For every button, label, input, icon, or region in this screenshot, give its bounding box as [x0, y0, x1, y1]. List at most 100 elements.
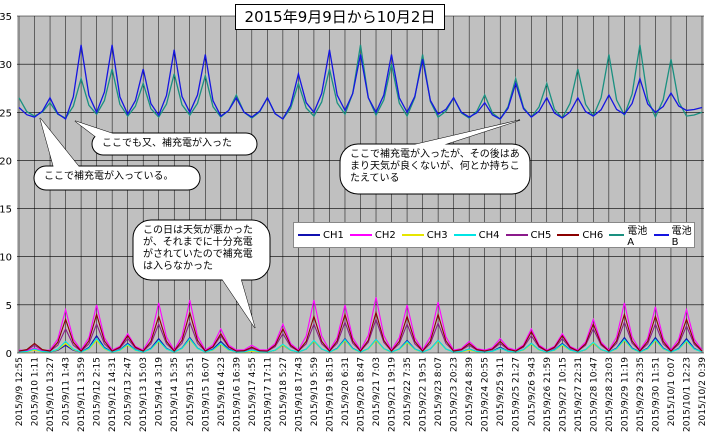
legend-label: 電池 A [627, 226, 648, 248]
x-tick-label: 2015/9/13 2:47 [124, 357, 134, 426]
y-tick-label: 0 [6, 349, 12, 360]
series-lines [18, 44, 703, 353]
y-tick-label: 30 [0, 60, 12, 71]
series-line-8 [18, 44, 703, 121]
legend-swatch [349, 234, 372, 236]
x-tick-label: 2015/9/24 8:39 [465, 357, 475, 426]
grid-lines [17, 15, 704, 354]
x-tick-label: 2015/9/9 12:55 [15, 357, 25, 426]
y-tick-label: 10 [0, 253, 12, 264]
x-tick-label: 2015/9/27 22:31 [574, 357, 584, 432]
legend-swatch [557, 234, 580, 236]
x-tick-label: 2015/9/15 16:07 [201, 357, 211, 432]
x-tick-label: 2015/9/14 15:35 [170, 357, 180, 432]
x-tick-label: 2015/9/11 1:43 [62, 357, 72, 426]
legend-swatch [298, 234, 320, 236]
annotation-bubble-1-tail-fill [75, 121, 120, 140]
x-tick-label: 2015/9/24 20:55 [481, 357, 491, 432]
annotation-bubble-4-text: は入らなかった [143, 260, 213, 272]
annotation-bubble-3-tail-fill [400, 120, 520, 148]
legend-label: CH1 [323, 229, 344, 241]
x-tick-label: 2015/9/12 14:31 [108, 357, 118, 432]
x-tick-label: 2015/9/30 11:51 [651, 357, 661, 432]
annotation-bubble-2-tail-fill [40, 118, 80, 172]
y-tick-label: 5 [6, 301, 12, 312]
x-tick-label: 2015/9/23 20:23 [450, 357, 460, 432]
x-tick-label: 2015/9/26 21:59 [543, 357, 553, 432]
annotation-bubble-1-text: ここでも又、補充電が入った [102, 136, 232, 149]
x-tick-label: 2015/10/1 0:07 [667, 357, 677, 426]
annotation-bubble-4-text: がされていたので補充電 [143, 247, 253, 260]
legend-item-4: CH4 [453, 229, 500, 241]
series-line-6 [18, 310, 703, 353]
annotation-bubble-4-tail-fill [220, 276, 255, 328]
legend-label: 電池 B [671, 226, 692, 248]
x-tick-label: 2015/9/21 7:03 [372, 357, 382, 426]
annotation-bubble-4-text: が、それまでに十分充電 [143, 235, 253, 248]
x-tick-label: 2015/10/1 12:23 [682, 357, 692, 432]
x-tick-label: 2015/9/17 4:55 [248, 357, 258, 426]
y-tick-label: 20 [0, 156, 12, 167]
x-tick-label: 2015/9/20 18:47 [357, 357, 367, 432]
y-tick-label: 35 [0, 12, 12, 23]
x-tick-label: 2015/9/26 9:43 [527, 357, 537, 426]
x-tick-label: 2015/9/13 15:03 [139, 357, 149, 432]
annotation-bubble-2-text: ここで補充電が入っている。 [44, 169, 174, 182]
annotation-bubble-3-text: まり天気が良くないが、何とか持ちこ [350, 159, 520, 172]
x-tick-label: 2015/9/10 13:27 [46, 357, 56, 432]
annotation-bubble-4-box [132, 219, 271, 281]
annotation-bubble-4-text: この日は天気が悪かった [143, 223, 253, 236]
annotation-bubble-2-box [33, 165, 201, 191]
legend-item-2: CH2 [349, 229, 396, 241]
annotation-bubble-3-text: ここで補充電が入ったが、その後はあ [350, 147, 520, 160]
legend-label: CH6 [582, 229, 604, 241]
x-tick-label: 2015/9/18 17:43 [294, 357, 304, 432]
x-tick-label: 2015/9/18 5:27 [279, 357, 289, 426]
x-tick-label: 2015/9/29 11:19 [620, 357, 630, 432]
x-tick-label: 2015/9/23 8:07 [434, 357, 444, 426]
x-tick-label: 2015/9/28 23:03 [605, 357, 615, 432]
legend-swatch [453, 234, 476, 236]
x-tick-label: 2015/9/28 10:47 [589, 357, 599, 432]
legend-swatch [653, 234, 669, 236]
y-axis-ticks: 0 5 10 15 20 25 30 35 [0, 12, 12, 360]
chart-title: 2015年9月9日から10月2日 [235, 4, 445, 30]
legend-label: CH3 [426, 229, 448, 241]
y-tick-label: 15 [0, 205, 12, 216]
x-tick-label: 2015/9/12 2:15 [93, 357, 103, 426]
x-tick-label: 2015/9/11 13:59 [77, 357, 87, 432]
series-line-2 [18, 297, 703, 352]
legend-item-7: 電池 A [609, 222, 647, 248]
legend-swatch [609, 234, 625, 236]
x-tick-label: 2015/9/10 1:11 [31, 357, 41, 426]
x-tick-label: 2015/9/16 16:39 [232, 357, 242, 432]
x-tick-label: 2015/9/25 21:27 [512, 357, 522, 432]
x-tick-label: 2015/9/27 10:15 [558, 357, 568, 432]
x-tick-label: 2015/9/22 19:51 [419, 357, 429, 432]
legend-label: CH2 [374, 229, 396, 241]
legend-item-6: CH6 [557, 230, 603, 241]
x-tick-label: 2015/9/19 5:59 [310, 357, 320, 426]
legend-label: CH5 [530, 229, 552, 241]
x-tick-label: 2015/9/17 17:11 [263, 357, 273, 432]
legend-swatch [401, 234, 424, 236]
legend: CH1 CH2 CH3 CH4 CH5 CH6 電池 A 電池 B [293, 222, 695, 248]
legend-item-1: CH1 [298, 230, 344, 241]
annotation-bubble-3-text: たえている [350, 172, 400, 184]
series-line-7 [18, 44, 703, 120]
x-tick-label: 2015/9/15 3:51 [186, 357, 196, 426]
x-tick-label: 2015/9/19 18:15 [325, 357, 335, 432]
legend-label: CH4 [478, 229, 500, 241]
annotation-bubble-2: ここで補充電が入っている。 [33, 117, 201, 191]
legend-item-5: CH5 [505, 229, 552, 241]
x-tick-label: 2015/9/14 3:19 [155, 357, 165, 426]
x-tick-label: 2015/9/22 7:35 [403, 357, 413, 426]
x-tick-label: 2015/9/21 19:19 [388, 357, 398, 432]
x-tick-label: 2015/10/2 0:39 [698, 357, 708, 426]
y-tick-label: 25 [0, 108, 12, 119]
annotation-bubble-1: ここでも又、補充電が入った [74, 120, 258, 156]
